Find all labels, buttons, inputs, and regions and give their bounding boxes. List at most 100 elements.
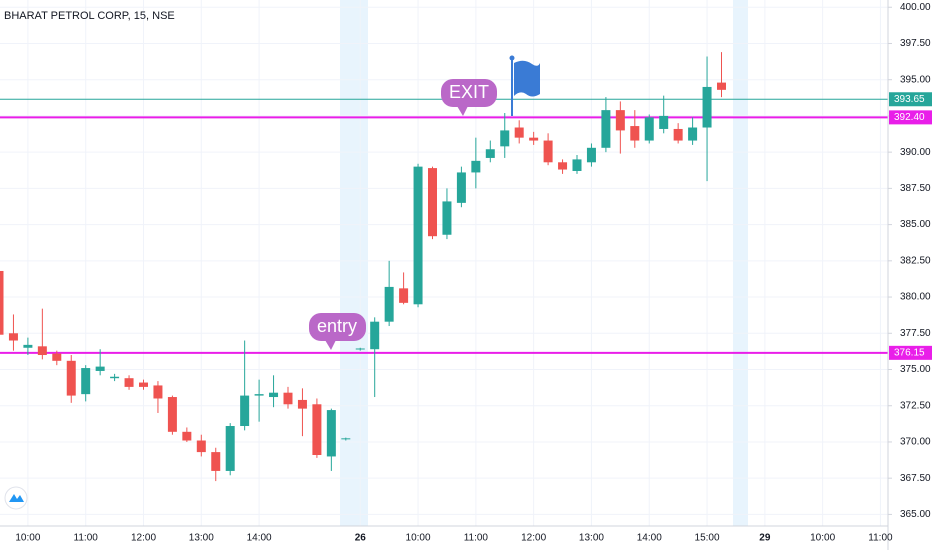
candle-body [66, 360, 76, 396]
x-tick-label: 10:00 [406, 533, 431, 544]
level-tag [889, 92, 932, 107]
candle-body [529, 137, 539, 141]
candle-body [326, 410, 336, 457]
x-tick-label: 11:00 [464, 533, 489, 544]
y-tick-label: 397.50 [900, 38, 931, 49]
candle-body [81, 368, 91, 395]
x-tick-label: 12:00 [131, 533, 156, 544]
candles [0, 52, 726, 482]
level-tag [889, 345, 932, 360]
candle-body [225, 426, 235, 471]
candle-body [95, 366, 105, 371]
x-tick-label: 13:00 [579, 533, 604, 544]
candle-body [615, 110, 625, 131]
level-label: 392.40 [894, 112, 925, 123]
x-tick-label: 26 [355, 533, 367, 544]
candle-body [240, 395, 250, 427]
candle-body [543, 140, 553, 163]
x-tick-label: 15:00 [695, 533, 720, 544]
candle-body [312, 404, 322, 455]
x-tick-label: 10:00 [810, 533, 835, 544]
flag-tip [509, 55, 515, 61]
candle-body [514, 127, 524, 138]
candle-body [370, 321, 380, 350]
y-tick-label: 377.50 [900, 328, 931, 339]
candle-body [717, 82, 726, 90]
x-tick-label: 13:00 [189, 533, 214, 544]
x-tick-label: 11:00 [868, 533, 893, 544]
candle-body [413, 166, 423, 305]
chart-title: BHARAT PETROL CORP, 15, NSE [4, 10, 175, 22]
candle-body [52, 353, 62, 361]
candle-body [153, 385, 163, 399]
candle-body [500, 130, 510, 147]
candle-body [485, 149, 495, 158]
candle-body [167, 397, 177, 432]
candle-body [182, 431, 192, 441]
logo [4, 486, 28, 510]
grid [0, 0, 888, 526]
annotation: entry [317, 316, 357, 336]
candle-body [586, 147, 596, 163]
candle-body [37, 346, 47, 356]
bubble-tail [325, 340, 336, 350]
bubble-tail [457, 106, 468, 116]
candle-body [341, 438, 351, 440]
y-tick-label: 372.50 [900, 400, 931, 411]
y-tick-label: 375.00 [900, 364, 931, 375]
annotation: EXIT [449, 82, 489, 102]
candle-body [139, 382, 148, 387]
level-label: 393.65 [894, 94, 925, 105]
flag-cloth [514, 60, 540, 97]
flag [509, 55, 540, 116]
y-tick-label: 387.50 [900, 183, 931, 194]
candle-body [644, 117, 654, 141]
candle-body [601, 110, 611, 148]
x-tick-label: 14:00 [637, 533, 662, 544]
candle-body [688, 127, 698, 141]
entry-label: entry [309, 313, 366, 350]
candle-body [673, 128, 683, 141]
candle-body [442, 201, 452, 235]
x-tick-label: 11:00 [74, 533, 99, 544]
session-band [340, 0, 368, 526]
level-tag [889, 110, 932, 125]
y-tick-label: 400.00 [900, 2, 931, 13]
candle-body [124, 378, 134, 387]
candle-body [558, 162, 568, 170]
x-tick-label: 29 [759, 533, 771, 544]
bubble [441, 79, 497, 107]
candle-body [211, 452, 221, 471]
bubble [309, 313, 366, 341]
candle-body [428, 168, 437, 237]
candle-body [283, 392, 293, 405]
y-tick-label: 385.00 [900, 219, 931, 230]
candle-body [659, 115, 669, 129]
candle-body [8, 333, 18, 341]
y-tick-label: 367.50 [900, 473, 931, 484]
x-tick-label: 12:00 [521, 533, 546, 544]
candle-body [630, 126, 640, 141]
x-tick-label: 10:00 [15, 533, 40, 544]
candle-body [0, 270, 4, 335]
candle-body [471, 160, 481, 173]
candle-body [254, 394, 264, 396]
y-tick-label: 365.00 [900, 509, 931, 520]
candle-body [399, 288, 409, 303]
x-tick-label: 14:00 [247, 533, 272, 544]
candle-body [110, 376, 120, 379]
candle-body [384, 286, 394, 322]
exit-label: EXIT [441, 79, 497, 116]
y-tick-label: 382.50 [900, 255, 931, 266]
candle-body [355, 348, 365, 350]
y-tick-label: 395.00 [900, 74, 931, 85]
level-label: 376.15 [894, 347, 925, 358]
session-band [733, 0, 748, 526]
candle-body [23, 344, 33, 348]
candle-body [702, 86, 712, 128]
y-tick-label: 380.00 [900, 292, 931, 303]
candle-body [297, 399, 307, 409]
axis: 400.00397.50395.00392.50390.00387.50385.… [15, 2, 932, 544]
y-tick-label: 370.00 [900, 437, 931, 448]
